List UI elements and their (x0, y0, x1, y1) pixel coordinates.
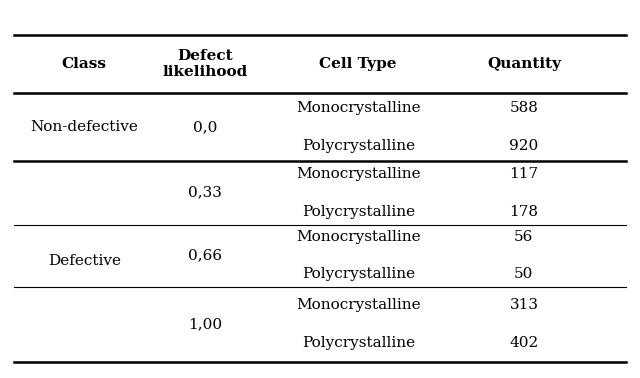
Text: Polycrystalline: Polycrystalline (301, 267, 415, 281)
Text: 0,66: 0,66 (188, 249, 222, 263)
Text: Cell Type: Cell Type (319, 57, 397, 71)
Text: Non-defective: Non-defective (30, 120, 138, 134)
Text: Defective: Defective (48, 254, 121, 268)
Text: 402: 402 (509, 336, 538, 350)
Text: Monocrystalline: Monocrystalline (296, 101, 420, 115)
Text: Class: Class (61, 57, 107, 71)
Text: 56: 56 (514, 230, 534, 244)
Text: Monocrystalline: Monocrystalline (296, 167, 420, 181)
Text: 50: 50 (514, 267, 534, 281)
Text: Quantity: Quantity (487, 57, 561, 71)
Text: 0,0: 0,0 (193, 120, 218, 134)
Text: Defect
likelihood: Defect likelihood (163, 49, 248, 79)
Text: 588: 588 (509, 101, 538, 115)
Text: 313: 313 (509, 298, 538, 312)
Text: Monocrystalline: Monocrystalline (296, 298, 420, 312)
Text: 0,33: 0,33 (188, 186, 222, 200)
Text: 1,00: 1,00 (188, 317, 222, 331)
Text: 920: 920 (509, 139, 538, 153)
Text: Polycrystalline: Polycrystalline (301, 139, 415, 153)
Text: 117: 117 (509, 167, 538, 181)
Text: Polycrystalline: Polycrystalline (301, 336, 415, 350)
Text: 178: 178 (509, 204, 538, 218)
Text: Monocrystalline: Monocrystalline (296, 230, 420, 244)
Text: Polycrystalline: Polycrystalline (301, 204, 415, 218)
